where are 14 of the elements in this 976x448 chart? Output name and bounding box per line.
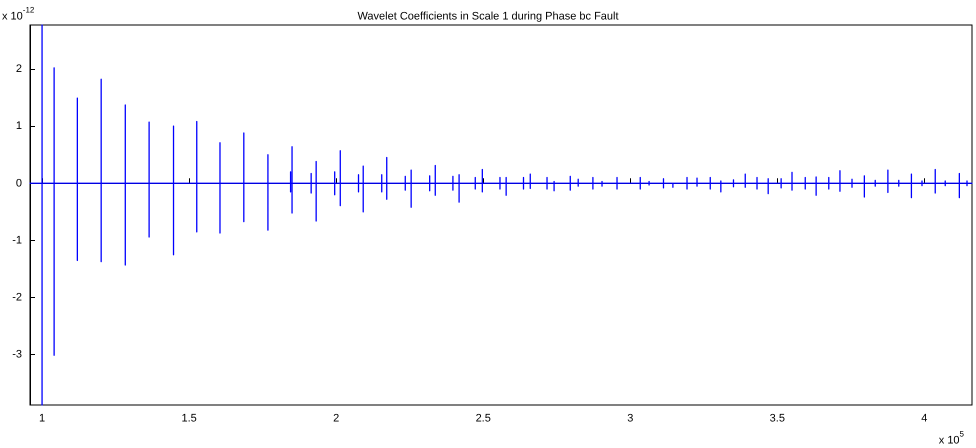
y-tick-label: 0 [16,177,22,190]
y-tick-label: 2 [16,63,22,75]
y-tick-label: 1 [16,120,22,132]
x-tick-label: 3.5 [770,412,785,424]
x-tick-label: 2.5 [476,412,491,424]
y-tick-label: -2 [12,292,22,304]
y-tick-label: -3 [12,348,22,361]
chart-title: Wavelet Coefficients in Scale 1 during Phase bc Fault [357,10,619,22]
x-tick-label: 3 [627,412,634,424]
x-tick-label: 4 [921,412,928,424]
x-tick-label: 1.5 [181,412,197,424]
y-tick-label: -1 [12,234,22,246]
x-tick-label: 1 [38,412,46,424]
x-tick-label: 2 [333,412,340,424]
